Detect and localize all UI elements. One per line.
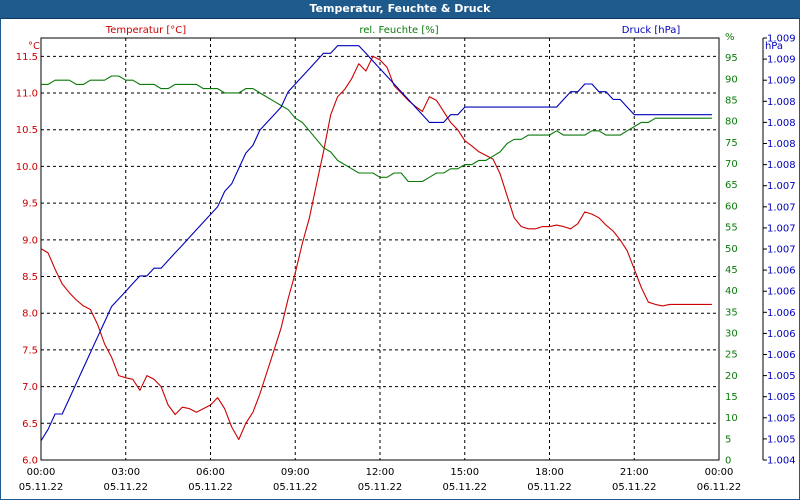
pressure-tick-label: 1.008: [767, 97, 796, 108]
pressure-tick-label: 1.009: [767, 76, 796, 87]
humidity-tick-label: 75: [725, 138, 738, 149]
x-tick-date: 06.11.22: [697, 482, 742, 493]
temperature-tick-label: 8.5: [22, 272, 38, 283]
pressure-tick-label: 1.006: [767, 266, 796, 277]
chart-grid: [40, 37, 720, 461]
temperature-unit: °C: [28, 41, 40, 52]
temperature-tick-label: 11.5: [16, 52, 38, 63]
humidity-tick-label: 10: [725, 413, 738, 424]
axis-pressure: 1.004 1.005 1.005 1.005 1.005 1.006 1.006 1.006…: [762, 34, 796, 467]
x-tick-date: 05.11.22: [358, 482, 403, 493]
temperature-line: [40, 55, 712, 441]
x-tick-time: 06:00: [196, 467, 225, 478]
pressure-tick-label: 1.007: [767, 245, 796, 256]
humidity-line: [41, 75, 712, 183]
pressure-tick-label: 1.006: [767, 308, 796, 319]
window-title: Temperatur, Feuchte & Druck: [0, 0, 800, 19]
x-tick-date: 05.11.22: [527, 482, 572, 493]
temperature-axis-title: Temperatur [°C]: [105, 25, 186, 36]
humidity-tick-label: 60: [725, 201, 738, 212]
humidity-tick-label: 65: [725, 180, 738, 191]
pressure-tick-label: 1.008: [767, 139, 796, 150]
axis-humidity: 0 5 10 15 20 25 30 35 40 45 50 55 60 65 70 75 80 85 90 95%: [725, 32, 738, 467]
x-tick-time: 18:00: [535, 467, 564, 478]
x-tick-time: 00:00: [27, 467, 56, 478]
x-tick-date: 05.11.22: [442, 482, 487, 493]
pressure-tick-label: 1.005: [767, 434, 796, 445]
pressure-tick-label: 1.007: [767, 223, 796, 234]
humidity-tick-label: 25: [725, 350, 738, 361]
x-tick-time: 12:00: [366, 467, 395, 478]
temperature-tick-label: 10.0: [16, 162, 38, 173]
x-tick-time: 00:00: [705, 467, 734, 478]
axis-time: 00:00 05.11.22 03:00 05.11.22 06:00 05.11.22 0…: [19, 467, 742, 493]
humidity-tick-label: 90: [725, 74, 738, 85]
x-tick-date: 05.11.22: [103, 482, 148, 493]
humidity-tick-label: 50: [725, 244, 738, 255]
x-tick-date: 05.11.22: [273, 482, 318, 493]
humidity-tick-label: 55: [725, 223, 738, 234]
pressure-unit: hPa: [765, 41, 783, 52]
humidity-tick-label: %: [725, 32, 735, 43]
pressure-tick-label: 1.007: [767, 181, 796, 192]
humidity-tick-label: 30: [725, 328, 738, 339]
x-tick-time: 21:00: [620, 467, 649, 478]
humidity-tick-label: 45: [725, 265, 738, 276]
humidity-tick-label: 5: [725, 434, 731, 445]
axis-titles: Temperatur [°C] rel. Feuchte [%] Druck [hP…: [28, 25, 783, 52]
humidity-tick-label: 70: [725, 159, 738, 170]
pressure-tick-label: 1.006: [767, 287, 796, 298]
pressure-tick-label: 1.004: [767, 456, 796, 467]
pressure-tick-label: 1.009: [767, 55, 796, 66]
temperature-tick-label: 11.0: [16, 89, 38, 100]
temperature-tick-label: 6.5: [22, 419, 38, 430]
humidity-tick-label: 40: [725, 286, 738, 297]
humidity-tick-label: 85: [725, 96, 738, 107]
humidity-tick-label: 15: [725, 392, 738, 403]
humidity-tick-label: 95: [725, 53, 738, 64]
chart-canvas: 6.0 6.5 7.0 7.5 8.0 8.5 9.0 9.5 10.0 10.5 11.0 11.5…: [16, 25, 796, 493]
pressure-tick-label: 1.005: [767, 392, 796, 403]
plot-lines: [40, 45, 712, 442]
pressure-tick-label: 1.008: [767, 160, 796, 171]
temperature-tick-label: 7.0: [22, 382, 38, 393]
pressure-axis-title: Druck [hPa]: [622, 25, 681, 36]
humidity-tick-label: 35: [725, 307, 738, 318]
chart-frame: 6.0 6.5 7.0 7.5 8.0 8.5 9.0 9.5 10.0 10.5 11.0 11.5…: [0, 19, 800, 500]
temperature-tick-label: 10.5: [16, 125, 38, 136]
x-tick-time: 15:00: [450, 467, 479, 478]
pressure-tick-label: 1.009: [767, 34, 796, 45]
humidity-tick-label: 80: [725, 117, 738, 128]
temperature-tick-label: 9.0: [22, 235, 38, 246]
axis-temperature: 6.0 6.5 7.0 7.5 8.0 8.5 9.0 9.5 10.0 10.5 11.0 11.5: [16, 52, 38, 467]
temperature-tick-label: 9.5: [22, 199, 38, 210]
humidity-axis-title: rel. Feuchte [%]: [359, 25, 438, 36]
pressure-tick-label: 1.007: [767, 202, 796, 213]
pressure-tick-label: 1.005: [767, 371, 796, 382]
x-tick-time: 03:00: [111, 467, 140, 478]
pressure-tick-label: 1.006: [767, 329, 796, 340]
humidity-tick-label: 20: [725, 371, 738, 382]
pressure-tick-label: 1.005: [767, 413, 796, 424]
humidity-tick-label: 0: [725, 456, 731, 467]
x-tick-time: 09:00: [281, 467, 310, 478]
x-tick-date: 05.11.22: [612, 482, 657, 493]
x-tick-date: 05.11.22: [188, 482, 233, 493]
x-tick-date: 05.11.22: [19, 482, 64, 493]
pressure-tick-label: 1.006: [767, 350, 796, 361]
temperature-tick-label: 7.5: [22, 345, 38, 356]
pressure-line: [40, 45, 712, 442]
pressure-tick-label: 1.008: [767, 118, 796, 129]
temperature-tick-label: 8.0: [22, 309, 38, 320]
temperature-tick-label: 6.0: [22, 456, 38, 467]
